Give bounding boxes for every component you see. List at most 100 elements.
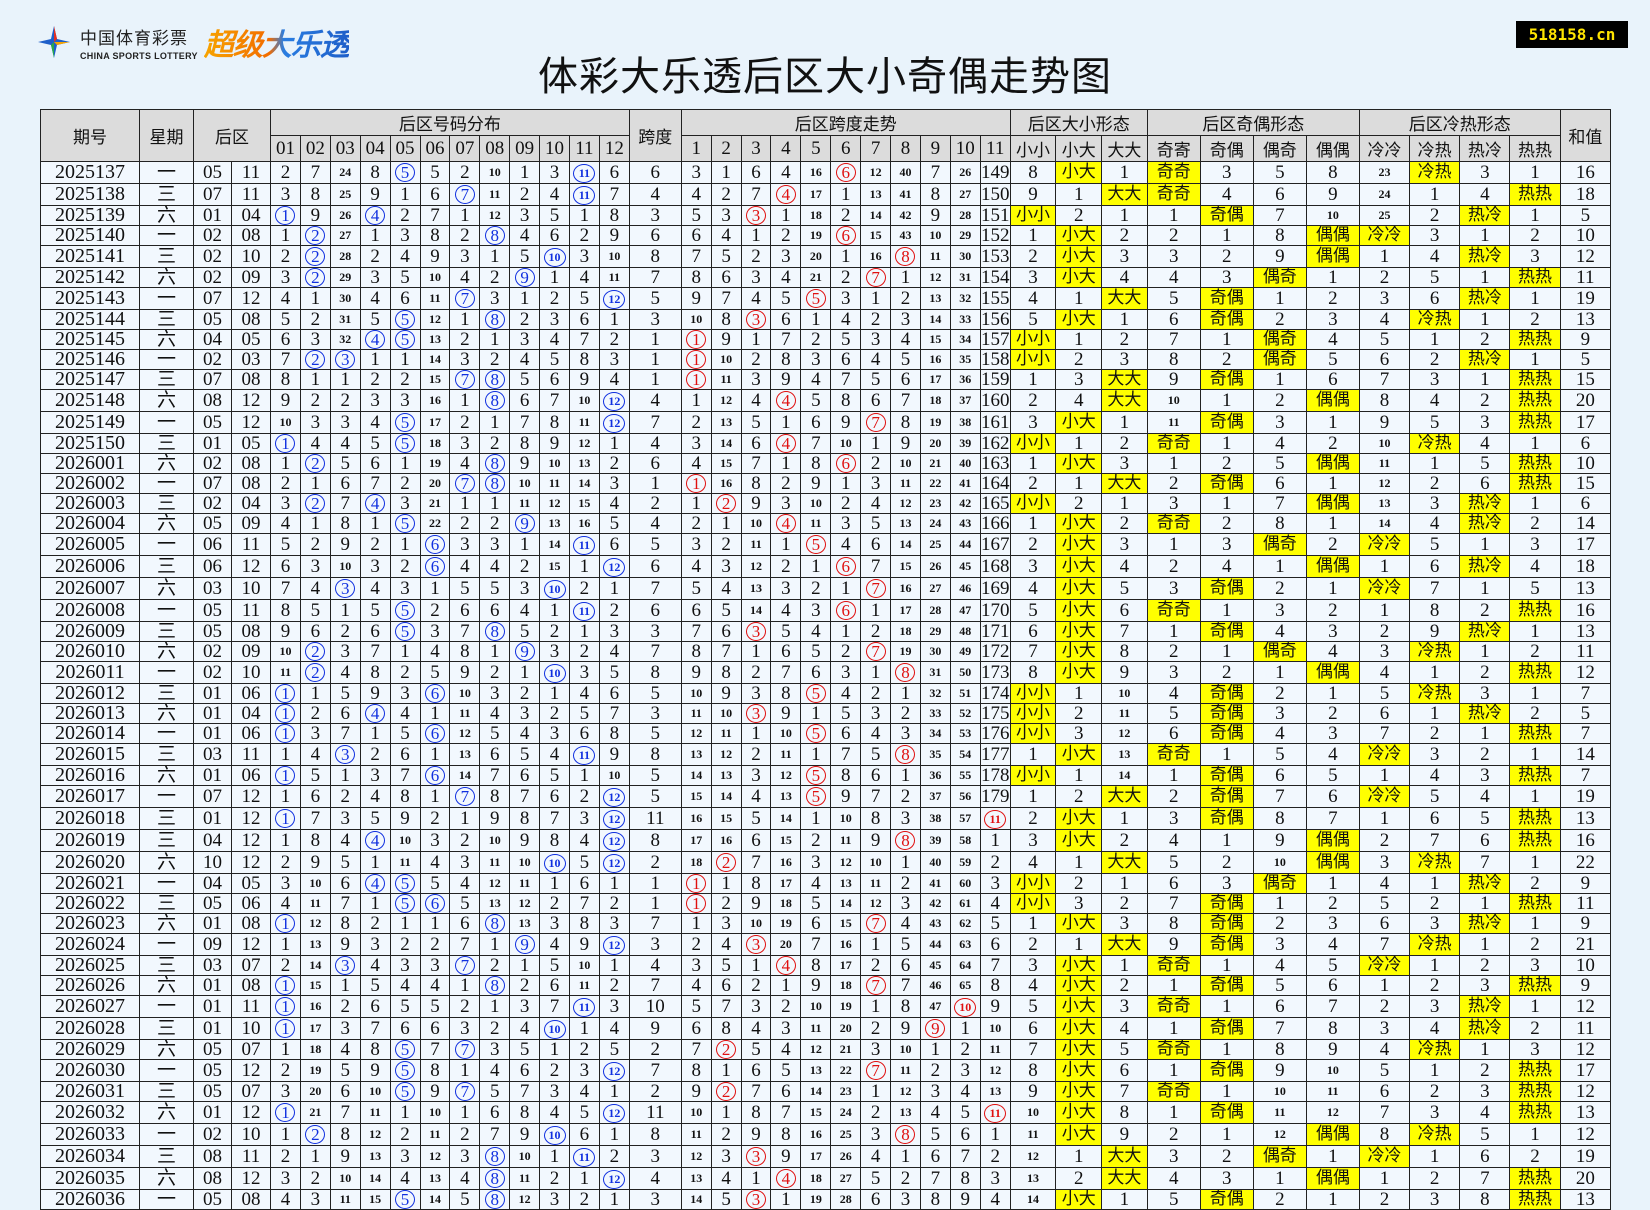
span-omission-cell: 24 (830, 1101, 862, 1124)
oe-omission-cell: 1 (1146, 1017, 1201, 1040)
table-row: 2025150 三 01 05 1 4 4 5 5 18 3 2 8 9 12 1 4 3 14 6 4 7 10 1 9 20 3… (39, 433, 1612, 454)
issue-cell: 2026032 (39, 1101, 141, 1124)
dist-hit-cell-circle: 10 (543, 854, 566, 873)
span-omission-cell: 7 (830, 743, 862, 766)
span-hit-cell: 5 (800, 287, 832, 310)
dist-omission-cell: 2 (598, 453, 630, 474)
back-number-1: 01 (193, 433, 233, 454)
hc-omission-cell: 1 (1459, 309, 1511, 330)
dist-omission-cell: 7 (329, 493, 361, 514)
size-form-hit: 小大 (1055, 411, 1103, 434)
span-omission-cell: 3 (979, 1167, 1011, 1190)
oe-omission-cell: 2 (1252, 683, 1307, 704)
span-omission-cell: 20 (770, 933, 802, 956)
span-omission-cell: 33 (949, 309, 981, 330)
table-body: 2025137 一 05 11 2 7 24 8 5 5 2 10 1 3 11 6 6 3 1 6 4 16 6 12 40 7… (39, 161, 1612, 1210)
hc-form-hit: 热冷 (1459, 287, 1511, 310)
dist-hit-cell-circle: 1 (275, 704, 296, 723)
hc-omission-cell: 3 (1509, 533, 1561, 556)
hc-form-hit: 热冷 (1459, 913, 1511, 934)
span-omission-cell: 26 (949, 161, 981, 184)
hc-omission-cell: 1 (1459, 933, 1511, 956)
span-cell: 6 (628, 555, 682, 578)
oe-omission-cell: 1 (1146, 1059, 1201, 1082)
span-hit-cell-circle: 4 (775, 1169, 796, 1188)
dist-omission-cell: 3 (270, 1081, 301, 1102)
weekday-cell: 三 (139, 309, 195, 330)
dist-omission-cell: 14 (299, 955, 331, 976)
hc-omission-cell: 10 (1358, 433, 1411, 454)
span-omission-cell: 2 (710, 1123, 742, 1146)
span-omission-cell: 7 (770, 329, 802, 350)
dist-hit-cell-circle: 5 (395, 1061, 416, 1080)
hc-form-hit: 热热 (1509, 1059, 1561, 1082)
dist-omission-cell: 10 (329, 1167, 361, 1190)
span-omission-cell: 34 (919, 723, 951, 744)
span-omission-cell: 5 (710, 1189, 742, 1210)
oe-omission-cell: 8 (1146, 913, 1201, 934)
span-omission-cell: 149 (979, 161, 1011, 184)
dist-omission-cell: 3 (539, 1189, 570, 1210)
dist-omission-cell: 4 (539, 183, 570, 206)
span-omission-cell: 1 (800, 309, 832, 330)
span-omission-cell: 8 (830, 389, 862, 412)
weekday-cell: 一 (139, 473, 195, 494)
oe-form-hit: 奇偶 (1199, 473, 1254, 494)
size-omission-cell: 3 (1101, 245, 1148, 268)
span-omission-cell: 19 (890, 641, 921, 662)
dist-omission-cell: 1 (270, 785, 301, 808)
hc-form-hit: 热热 (1509, 1167, 1561, 1190)
span-omission-cell: 4 (800, 621, 832, 642)
table-row: 2026024 一 09 12 1 13 9 3 2 2 7 1 9 4 9 12 3 2 4 3 20 7 16 1 5 44 6… (39, 933, 1612, 956)
span-omission-cell: 4 (830, 309, 862, 330)
span-omission-cell: 1 (890, 267, 921, 288)
oe-omission-cell: 10 (1146, 389, 1201, 412)
span-omission-cell: 4 (740, 785, 772, 808)
span-omission-cell: 179 (979, 785, 1011, 808)
dist-hit-cell: 10 (539, 1123, 570, 1146)
sum-cell: 12 (1559, 1039, 1612, 1060)
dist-omission-cell: 14 (419, 1189, 451, 1210)
oe-omission-cell: 10 (1305, 205, 1360, 226)
span-omission-cell: 3 (830, 513, 862, 534)
dist-hit-cell-circle: 10 (543, 664, 566, 683)
oe-omission-cell: 5 (1146, 1189, 1201, 1210)
span-omission-cell: 41 (890, 183, 921, 206)
dist-omission-cell: 7 (509, 411, 541, 434)
span-omission-cell: 5 (680, 205, 712, 226)
oe-omission-cell: 4 (1252, 955, 1307, 976)
span-omission-cell: 7 (680, 1039, 712, 1060)
dist-omission-cell: 5 (449, 577, 481, 600)
dist-hit-cell: 4 (359, 493, 391, 514)
dist-omission-cell: 3 (359, 555, 391, 578)
dist-omission-cell: 29 (329, 267, 361, 288)
dist-omission-cell: 5 (568, 703, 600, 724)
dist-omission-cell: 3 (449, 433, 481, 454)
span-omission-cell: 6 (890, 955, 921, 976)
span-omission-cell: 6 (979, 933, 1011, 956)
dist-hit-cell: 2 (299, 267, 331, 288)
span-omission-cell: 6 (770, 641, 802, 662)
dist-omission-cell: 8 (509, 807, 541, 830)
dist-hit-cell-circle: 7 (454, 370, 475, 389)
dist-omission-cell: 6 (539, 225, 570, 246)
span-omission-cell: 35 (919, 743, 951, 766)
hc-omission-cell: 2 (1358, 995, 1411, 1018)
span-omission-cell: 2 (860, 1101, 892, 1124)
weekday-cell: 三 (139, 807, 195, 830)
size-form-hit: 小小 (1009, 873, 1057, 894)
hc-form-hit: 热热 (1509, 473, 1561, 494)
span-omission-cell: 3 (740, 765, 772, 786)
size-omission-cell: 1 (1101, 873, 1148, 894)
oe-omission-cell: 1 (1146, 1101, 1201, 1124)
dist-hit-cell: 11 (568, 743, 600, 766)
span-omission-cell: 9 (710, 329, 742, 350)
oe-omission-cell: 1 (1199, 955, 1254, 976)
span-omission-cell: 40 (919, 851, 951, 874)
size-form-hit: 大大 (1101, 287, 1148, 310)
back-number-2: 04 (231, 493, 272, 514)
span-hit-cell-circle: 8 (895, 831, 916, 850)
span-omission-cell: 13 (740, 577, 772, 600)
oe-form-hit: 偶偶 (1305, 493, 1360, 514)
span-omission-cell: 13 (979, 1081, 1011, 1102)
